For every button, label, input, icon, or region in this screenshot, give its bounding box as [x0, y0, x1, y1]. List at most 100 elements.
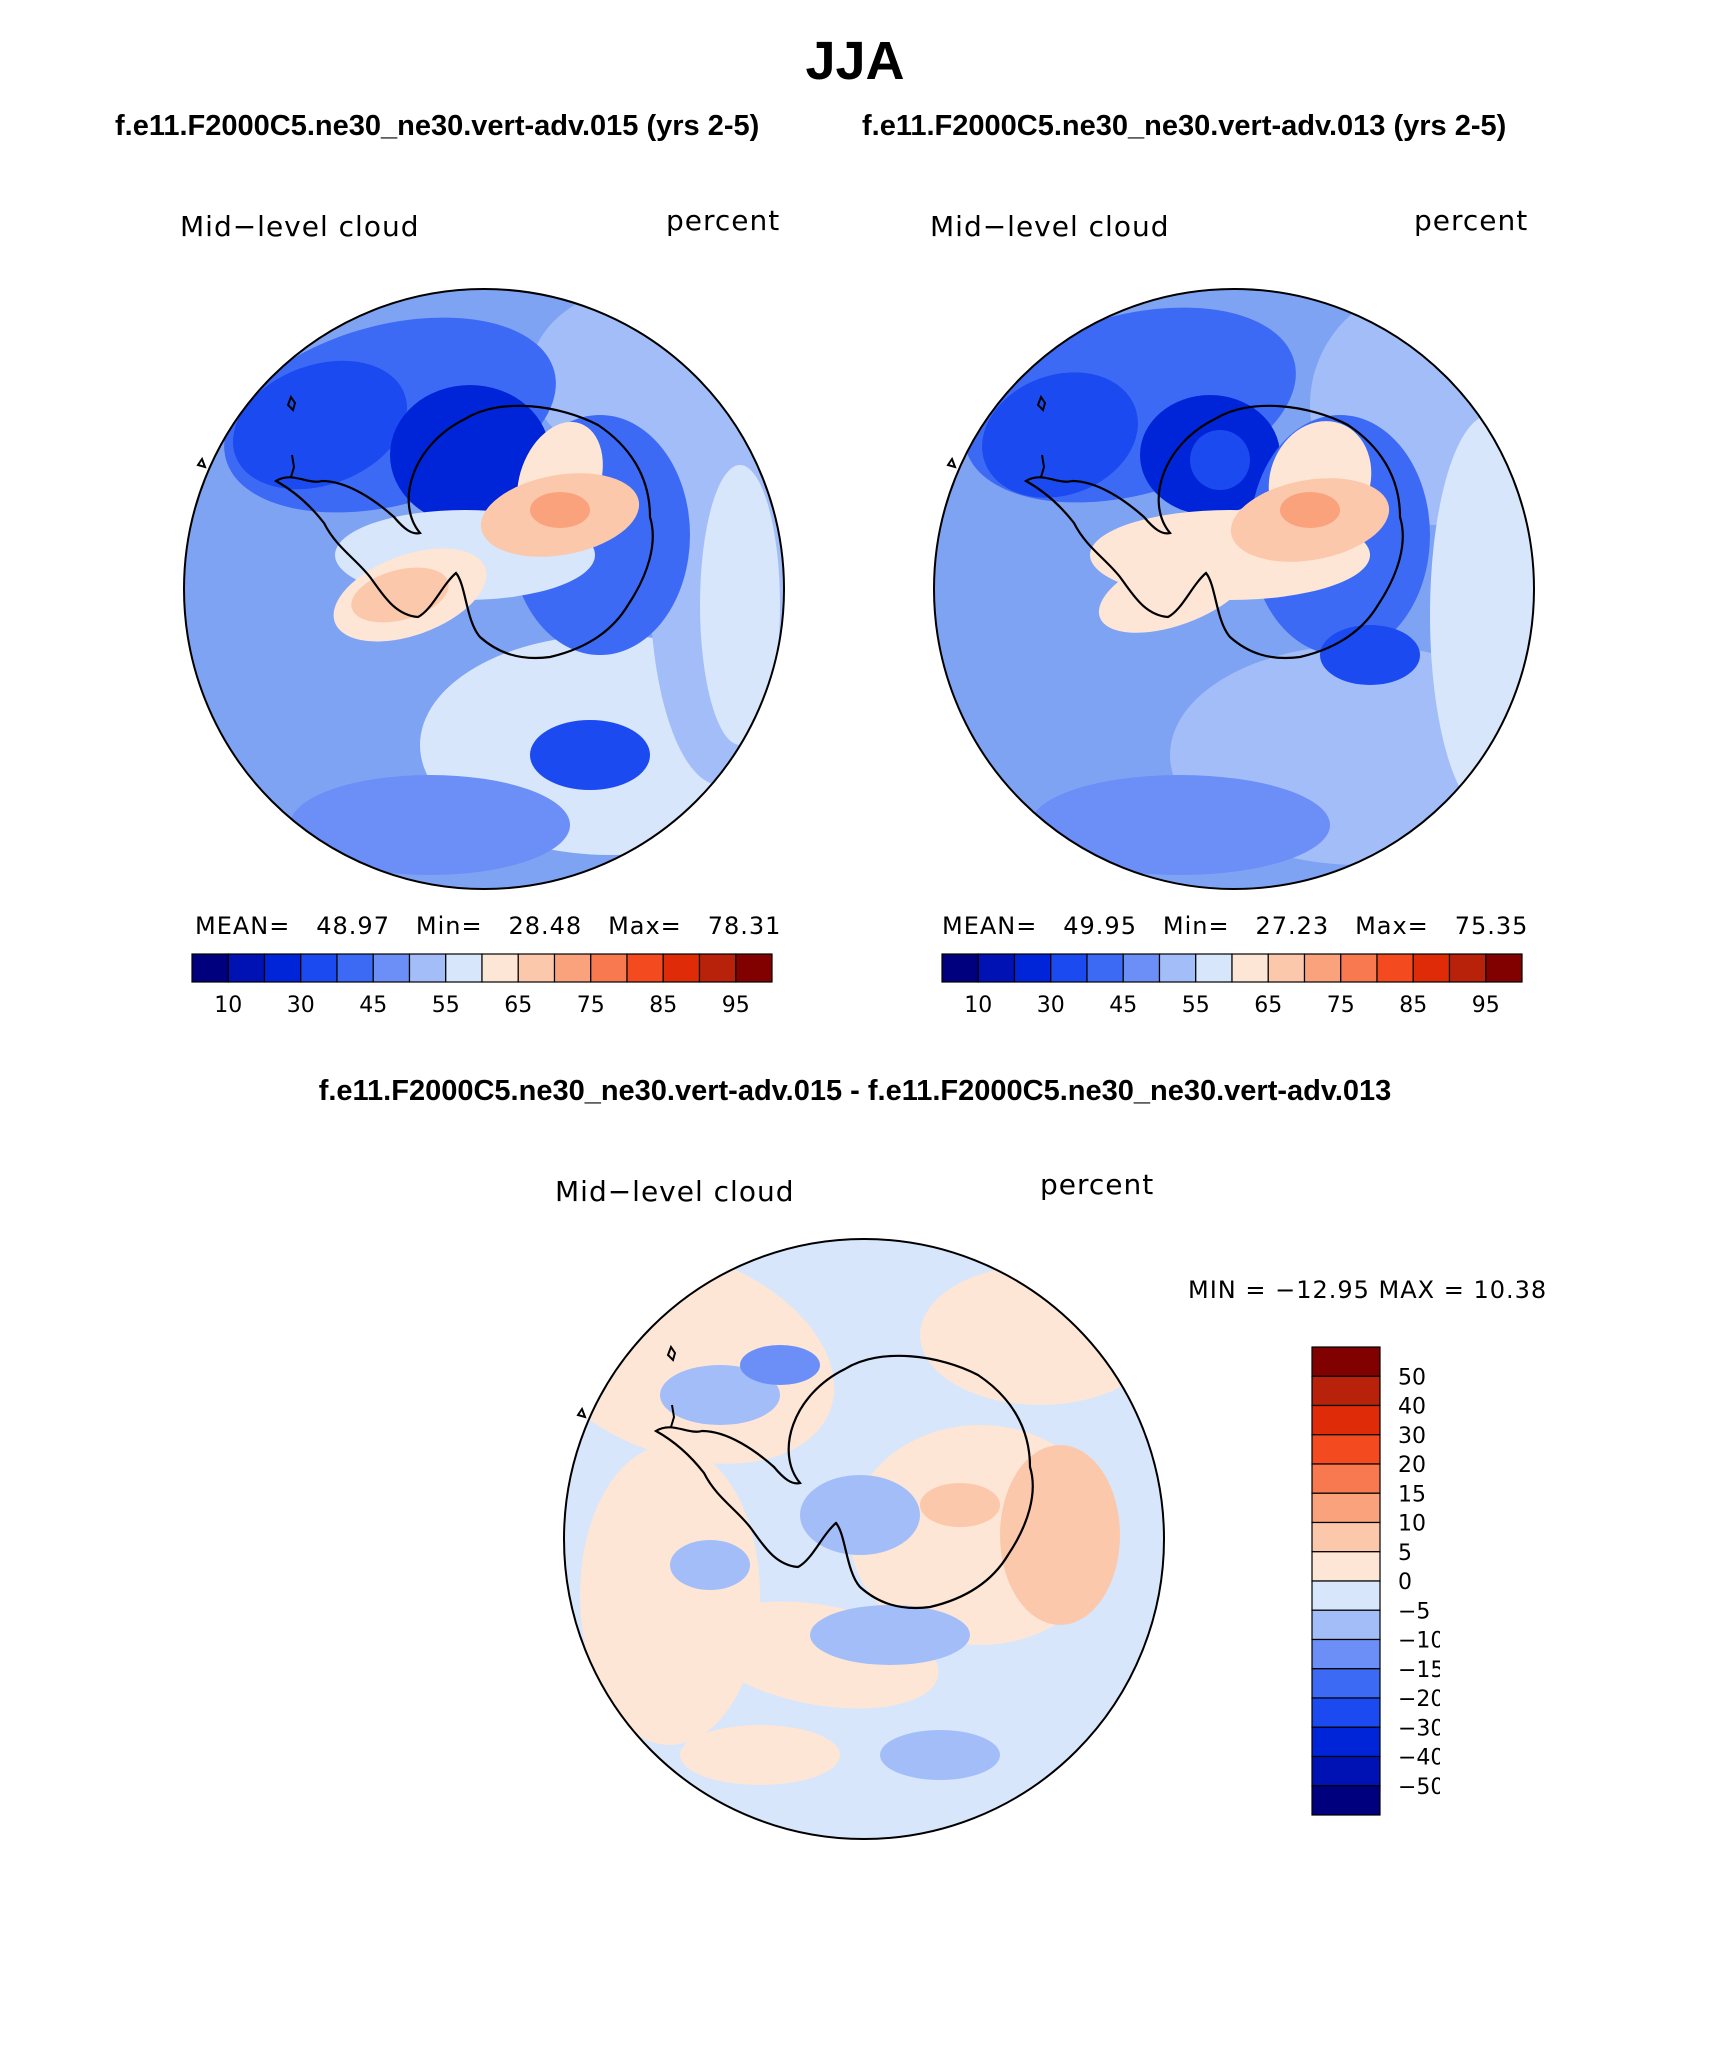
panel2-min-label: Min= [1162, 912, 1230, 940]
colorbar-box [227, 953, 266, 983]
island-outline [946, 394, 1047, 478]
colorbar-label: 10 [214, 993, 242, 1018]
colorbar-box [1122, 953, 1161, 983]
colorbar-box [408, 953, 447, 983]
field-contour [1000, 1445, 1120, 1625]
colorbar-label: 55 [432, 993, 460, 1018]
antarctica-coastline [1023, 404, 1404, 660]
antarctica-coastline [653, 1354, 1034, 1610]
colorbar-label: 30 [287, 993, 315, 1018]
colorbar-box [1050, 953, 1088, 983]
panel1-units: percent [666, 204, 781, 237]
colorbar-box [941, 953, 979, 983]
field-contour [351, 567, 449, 623]
colorbar-box [1086, 953, 1124, 983]
field-contour [670, 1540, 750, 1590]
panel3-units: percent [1040, 1168, 1155, 1201]
panel3-map [563, 1238, 1165, 1840]
colorbar-label: −15 [1398, 1658, 1440, 1683]
field-contour [700, 465, 780, 745]
colorbar-box [1311, 1521, 1381, 1553]
field-contour [982, 372, 1138, 498]
colorbar-box [1311, 1785, 1381, 1816]
colorbar-label: −5 [1398, 1599, 1430, 1624]
panel1-stats: MEAN= 48.97 Min= 28.48 Max= 78.31 [195, 912, 781, 940]
colorbar-box [626, 953, 664, 983]
colorbar-box [336, 953, 374, 983]
field-contour [580, 1445, 760, 1745]
colorbar-box [1485, 953, 1523, 983]
colorbar-box [1311, 1755, 1381, 1787]
case1-title: f.e11.F2000C5.ne30_ne30.vert-adv.015 (yr… [115, 110, 760, 142]
colorbar-box [1158, 953, 1197, 983]
colorbar-box [1412, 953, 1451, 983]
field-contour [1098, 547, 1252, 633]
colorbar-box [698, 953, 737, 983]
colorbar-label: 45 [359, 993, 387, 1018]
colorbar-box [481, 953, 519, 983]
field-contour [880, 1730, 1000, 1780]
field-contour [730, 315, 784, 375]
colorbar-box [1311, 1463, 1381, 1494]
field-contour [920, 1265, 1160, 1405]
colorbar-label: 65 [1254, 993, 1282, 1018]
panel2-units: percent [1414, 204, 1529, 237]
panel3-variable: Mid−level cloud [555, 1175, 795, 1208]
island-outline [196, 394, 297, 478]
panel2-min: 27.23 [1255, 912, 1330, 940]
colorbar-label: 50 [1398, 1365, 1426, 1390]
field-contour [1310, 750, 1390, 800]
colorbar-box [1311, 1668, 1381, 1699]
field-contour [1030, 775, 1330, 875]
colorbar-box [445, 953, 483, 983]
figure-title: JJA [805, 31, 905, 91]
field-contour [530, 720, 650, 790]
panel1-colorbar: 10 30 45 55 65 75 85 95 [191, 953, 773, 1018]
colorbar-label: 10 [1398, 1512, 1426, 1537]
colorbar-label: −30 [1398, 1716, 1440, 1741]
colorbar-box [1448, 953, 1487, 983]
case2-title: f.e11.F2000C5.ne30_ne30.vert-adv.013 (yr… [862, 110, 1507, 142]
colorbar-box [1311, 1697, 1381, 1728]
field-contour [530, 492, 590, 528]
panel2-stats: MEAN= 49.95 Min= 27.23 Max= 75.35 [942, 912, 1528, 940]
panel2-map [933, 288, 1535, 890]
colorbar-box [1311, 1609, 1381, 1641]
colorbar-box [372, 953, 411, 983]
map-border [563, 1238, 1165, 1840]
colorbar-label: 95 [1472, 993, 1500, 1018]
colorbar-box [1267, 953, 1306, 983]
colorbar-label: 10 [964, 993, 992, 1018]
colorbar-label: 20 [1398, 1453, 1426, 1478]
island-outline [576, 1344, 677, 1428]
colorbar-label: 55 [1182, 993, 1210, 1018]
colorbar-box [1340, 953, 1378, 983]
colorbar-label: 95 [722, 993, 750, 1018]
panel2-variable: Mid−level cloud [930, 210, 1170, 243]
field-contour [1320, 625, 1420, 685]
colorbar-box [553, 953, 592, 983]
colorbar-label: 65 [504, 993, 532, 1018]
field-contour [660, 1365, 780, 1425]
colorbar-box [977, 953, 1016, 983]
colorbar-box [1311, 1580, 1381, 1611]
panel1-variable: Mid−level cloud [180, 210, 420, 243]
colorbar-box [1311, 1375, 1381, 1407]
colorbar-label: 0 [1398, 1570, 1412, 1595]
colorbar-box [662, 953, 701, 983]
field-contour [740, 1345, 820, 1385]
colorbar-box [735, 953, 773, 983]
field-contour [800, 1475, 920, 1555]
antarctica-coastline [273, 404, 654, 660]
colorbar-box [1231, 953, 1269, 983]
colorbar-label: 75 [577, 993, 605, 1018]
colorbar-box [191, 953, 229, 983]
panel1-max-label: Max= [608, 912, 682, 940]
colorbar-box [1311, 1638, 1381, 1670]
field-contour [232, 360, 408, 490]
colorbar-label: 5 [1398, 1541, 1412, 1566]
colorbar-box [1376, 953, 1414, 983]
panel1-field [184, 289, 784, 889]
field-contour [920, 1483, 1000, 1527]
